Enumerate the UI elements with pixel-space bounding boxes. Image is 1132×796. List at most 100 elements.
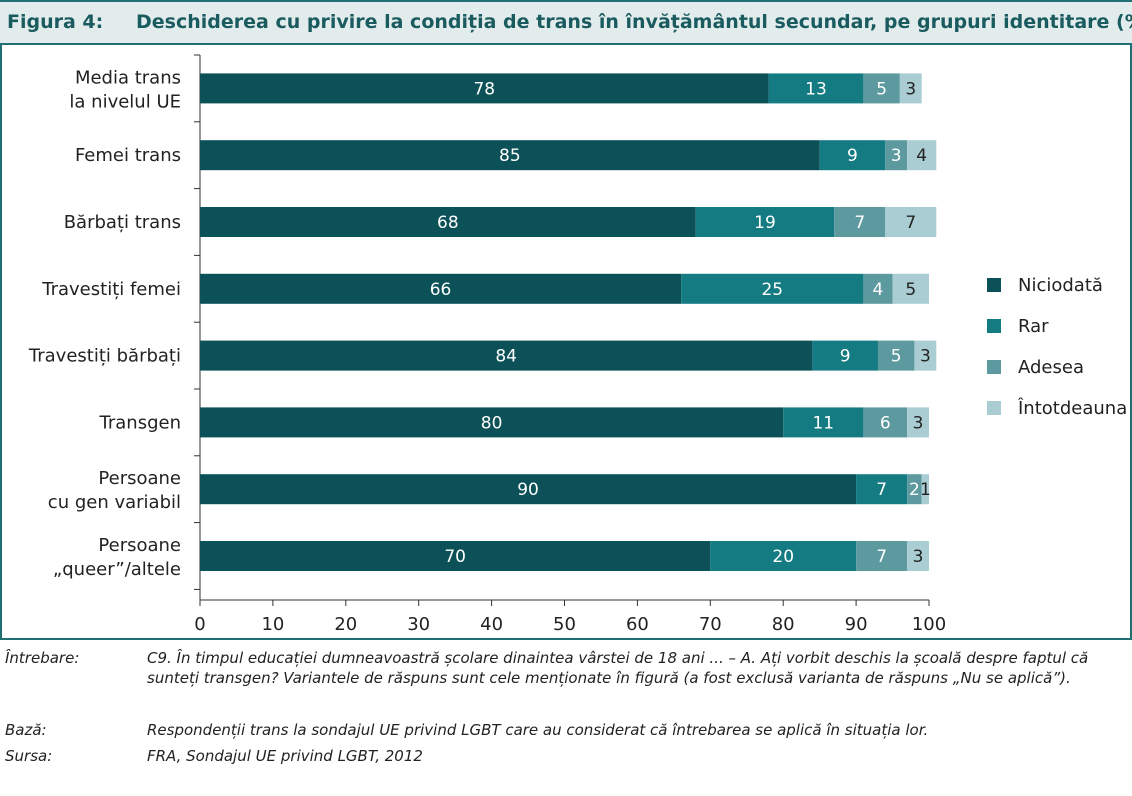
- bar-value-label: 78: [473, 79, 495, 99]
- note-base-text: Respondenții trans la sondajul UE privin…: [147, 721, 929, 739]
- bar-segment: [907, 407, 929, 438]
- bar-value-label: 11: [812, 413, 834, 433]
- bar-segment: [200, 73, 769, 104]
- bar-segment: [200, 273, 682, 304]
- x-tick-label: 0: [194, 614, 205, 635]
- bar-segment: [819, 140, 886, 171]
- bar-value-label: 19: [754, 213, 776, 233]
- x-tick-label: 30: [407, 614, 430, 635]
- figure-frame: [0, 0, 1132, 640]
- note-source-text: FRA, Sondajul UE privind LGBT, 2012: [147, 747, 423, 765]
- legend-label: Rar: [1018, 316, 1049, 337]
- bar-segment: [914, 340, 937, 371]
- category-label: Travestiți bărbați: [28, 346, 181, 367]
- bar-segment: [885, 140, 908, 171]
- stacked-bar-chart: 0 10 20 30 40 50 60 70 80 90 100 Media trans la nive…: [28, 54, 1127, 635]
- bar-segment: [863, 407, 908, 438]
- bar-segment: [863, 273, 893, 304]
- bar-segment: [892, 273, 929, 304]
- bar-segment: [907, 140, 937, 171]
- figure-number: Figura 4:: [7, 11, 104, 33]
- note-source-label: Sursa:: [5, 747, 53, 765]
- bar-segment: [899, 73, 922, 104]
- note-question-label: Întrebare:: [5, 649, 80, 667]
- category-label: cu gen variabil: [48, 492, 181, 513]
- bar-segment: [877, 340, 915, 371]
- bar-value-label: 7: [876, 547, 887, 567]
- bar-value-label: 5: [876, 79, 887, 99]
- figure-title-text: Deschiderea cu privire la condiția de tr…: [136, 11, 1132, 33]
- note-base-label: Bază:: [5, 721, 47, 739]
- figure-header: Figura 4: Deschiderea cu privire la condi…: [0, 0, 1132, 45]
- bar-segment: [200, 140, 820, 171]
- category-label: „queer”/altele: [53, 559, 181, 580]
- bar-segment: [885, 207, 937, 237]
- bar-segment: [921, 474, 929, 505]
- bar-value-label: 3: [913, 547, 924, 567]
- bar-segment: [856, 474, 908, 505]
- bar-value-label: 66: [430, 280, 452, 300]
- x-tick-label: 90: [845, 614, 868, 635]
- bar-segment: [812, 340, 878, 371]
- bar-value-label: 85: [499, 146, 521, 166]
- x-tick-label: 100: [912, 614, 946, 635]
- bar-segment: [834, 207, 886, 237]
- bar-segment: [863, 73, 900, 104]
- bar-segment: [907, 541, 929, 571]
- x-tick-label: 50: [553, 614, 576, 635]
- bar-value-label: 84: [495, 347, 517, 367]
- category-label: Bărbați trans: [64, 212, 181, 233]
- bar-value-label: 80: [481, 413, 503, 433]
- bar-value-label: 25: [761, 280, 783, 300]
- bar-value-label: 3: [913, 413, 924, 433]
- figure-title: Figura 4: Deschiderea cu privire la condi…: [7, 11, 1132, 33]
- x-tick-label: 60: [626, 614, 649, 635]
- bar-segment: [200, 474, 857, 505]
- bar-value-label: 68: [437, 213, 459, 233]
- bar-segment: [200, 207, 696, 237]
- x-tick-label: 80: [772, 614, 795, 635]
- bar-value-label: 90: [517, 480, 539, 500]
- bar-segment: [710, 541, 857, 571]
- bar-value-label: 20: [772, 547, 794, 567]
- bar-value-label: 5: [891, 347, 902, 367]
- bar-segment: [681, 273, 864, 304]
- legend-swatch: [987, 278, 1001, 292]
- bar-value-label: 9: [840, 347, 851, 367]
- bar-value-label: 7: [854, 213, 865, 233]
- legend-label: Întotdeauna: [1017, 397, 1127, 419]
- bar-value-label: 4: [873, 280, 884, 300]
- x-tick-label: 10: [261, 614, 284, 635]
- bar-value-label: 3: [920, 347, 931, 367]
- bar-value-label: 70: [444, 547, 466, 567]
- legend-swatch: [987, 319, 1001, 333]
- bar-segment: [200, 541, 711, 571]
- category-label: Persoane: [98, 535, 181, 556]
- category-label: Media trans: [75, 67, 181, 88]
- legend-label: Niciodată: [1018, 275, 1103, 296]
- x-tick-label: 70: [699, 614, 722, 635]
- x-tick-label: 20: [334, 614, 357, 635]
- category-label: Persoane: [98, 468, 181, 489]
- bar-segment: [856, 541, 908, 571]
- category-label: la nivelul UE: [69, 91, 181, 112]
- bar-segment: [200, 407, 784, 438]
- bar-segment: [783, 407, 864, 438]
- legend-swatch: [987, 401, 1001, 415]
- bar-segment: [200, 340, 813, 371]
- category-label: Transgen: [99, 412, 181, 433]
- legend-label: Adesea: [1018, 357, 1084, 378]
- bar-value-label: 1: [920, 480, 931, 500]
- bar-value-label: 3: [891, 146, 902, 166]
- bar-segment: [695, 207, 835, 237]
- x-tick-label: 40: [480, 614, 503, 635]
- bar-value-label: 5: [905, 280, 916, 300]
- bar-value-label: 2: [909, 480, 920, 500]
- bar-value-label: 4: [916, 146, 927, 166]
- bar-value-label: 13: [805, 79, 827, 99]
- bar-value-label: 9: [847, 146, 858, 166]
- category-label: Travestiți femei: [41, 279, 181, 300]
- bar-value-label: 6: [880, 413, 891, 433]
- category-label: Femei trans: [75, 145, 181, 166]
- legend-swatch: [987, 360, 1001, 374]
